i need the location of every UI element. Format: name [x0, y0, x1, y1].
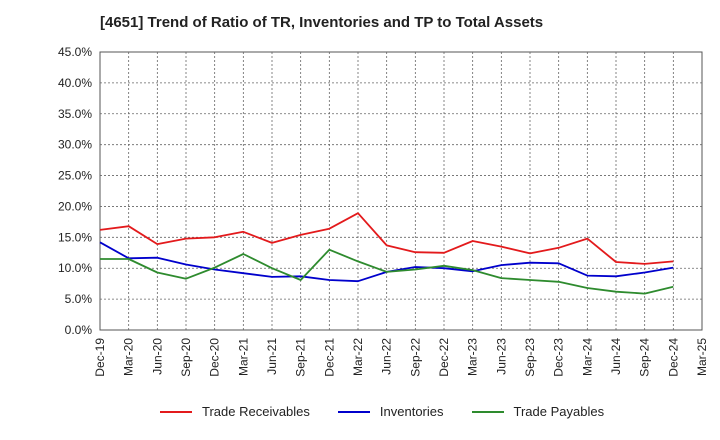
x-tick-label: Jun-24 [609, 338, 623, 375]
x-tick-label: Dec-22 [437, 338, 451, 377]
x-tick-label: Dec-23 [552, 338, 566, 377]
y-tick-label: 35.0% [58, 107, 92, 121]
legend-label-trade-payables: Trade Payables [513, 404, 605, 419]
x-tick-label: Sep-23 [523, 338, 537, 377]
y-tick-label: 40.0% [58, 76, 92, 90]
legend-swatch-trade-payables [471, 410, 504, 413]
y-tick-label: 30.0% [58, 138, 92, 152]
chart-title: [4651] Trend of Ratio of TR, Inventories… [100, 14, 544, 31]
x-tick-label: Sep-20 [179, 338, 193, 377]
x-tick-label: Mar-24 [580, 338, 594, 376]
x-tick-label: Mar-21 [236, 338, 250, 376]
y-tick-label: 25.0% [58, 169, 92, 183]
x-tick-label: Dec-24 [666, 338, 680, 377]
x-tick-label: Sep-22 [408, 338, 422, 377]
y-tick-label: 45.0% [58, 45, 92, 59]
legend-swatch-trade-receivables [160, 410, 192, 413]
x-tick-label: Dec-21 [322, 338, 336, 377]
legend-swatch-inventories [337, 410, 370, 413]
series-line-trade-payables [100, 248, 674, 295]
legend: Trade Receivables Inventories Trade Paya… [160, 404, 604, 419]
y-tick-label: 10.0% [58, 261, 92, 275]
legend-label-trade-receivables: Trade Receivables [202, 404, 310, 419]
legend-item-trade-payables: Trade Payables [471, 404, 605, 419]
x-tick-label: Dec-20 [208, 338, 222, 377]
legend-item-trade-receivables: Trade Receivables [160, 404, 310, 419]
y-tick-label: 5.0% [65, 292, 93, 306]
x-tick-label: Jun-22 [380, 338, 394, 375]
plot-area [99, 51, 703, 331]
x-tick-label: Jun-23 [494, 338, 508, 375]
series-line-trade-receivables [99, 212, 674, 265]
x-tick-label: Mar-22 [351, 338, 365, 376]
x-tick-label: Jun-21 [265, 338, 279, 375]
y-tick-label: 20.0% [58, 199, 92, 213]
y-tick-label: 0.0% [65, 323, 93, 337]
y-tick-label: 15.0% [58, 230, 92, 244]
x-tick-label: Mar-20 [122, 338, 136, 376]
x-tick-label: Sep-21 [294, 338, 308, 377]
legend-item-inventories: Inventories [337, 404, 444, 419]
x-tick-label: Jun-20 [150, 338, 164, 375]
legend-label-inventories: Inventories [379, 404, 444, 419]
x-tick-label: Mar-23 [466, 338, 480, 376]
x-tick-label: Dec-19 [93, 338, 107, 377]
x-tick-label: Mar-25 [695, 338, 709, 376]
x-tick-label: Sep-24 [638, 338, 652, 377]
